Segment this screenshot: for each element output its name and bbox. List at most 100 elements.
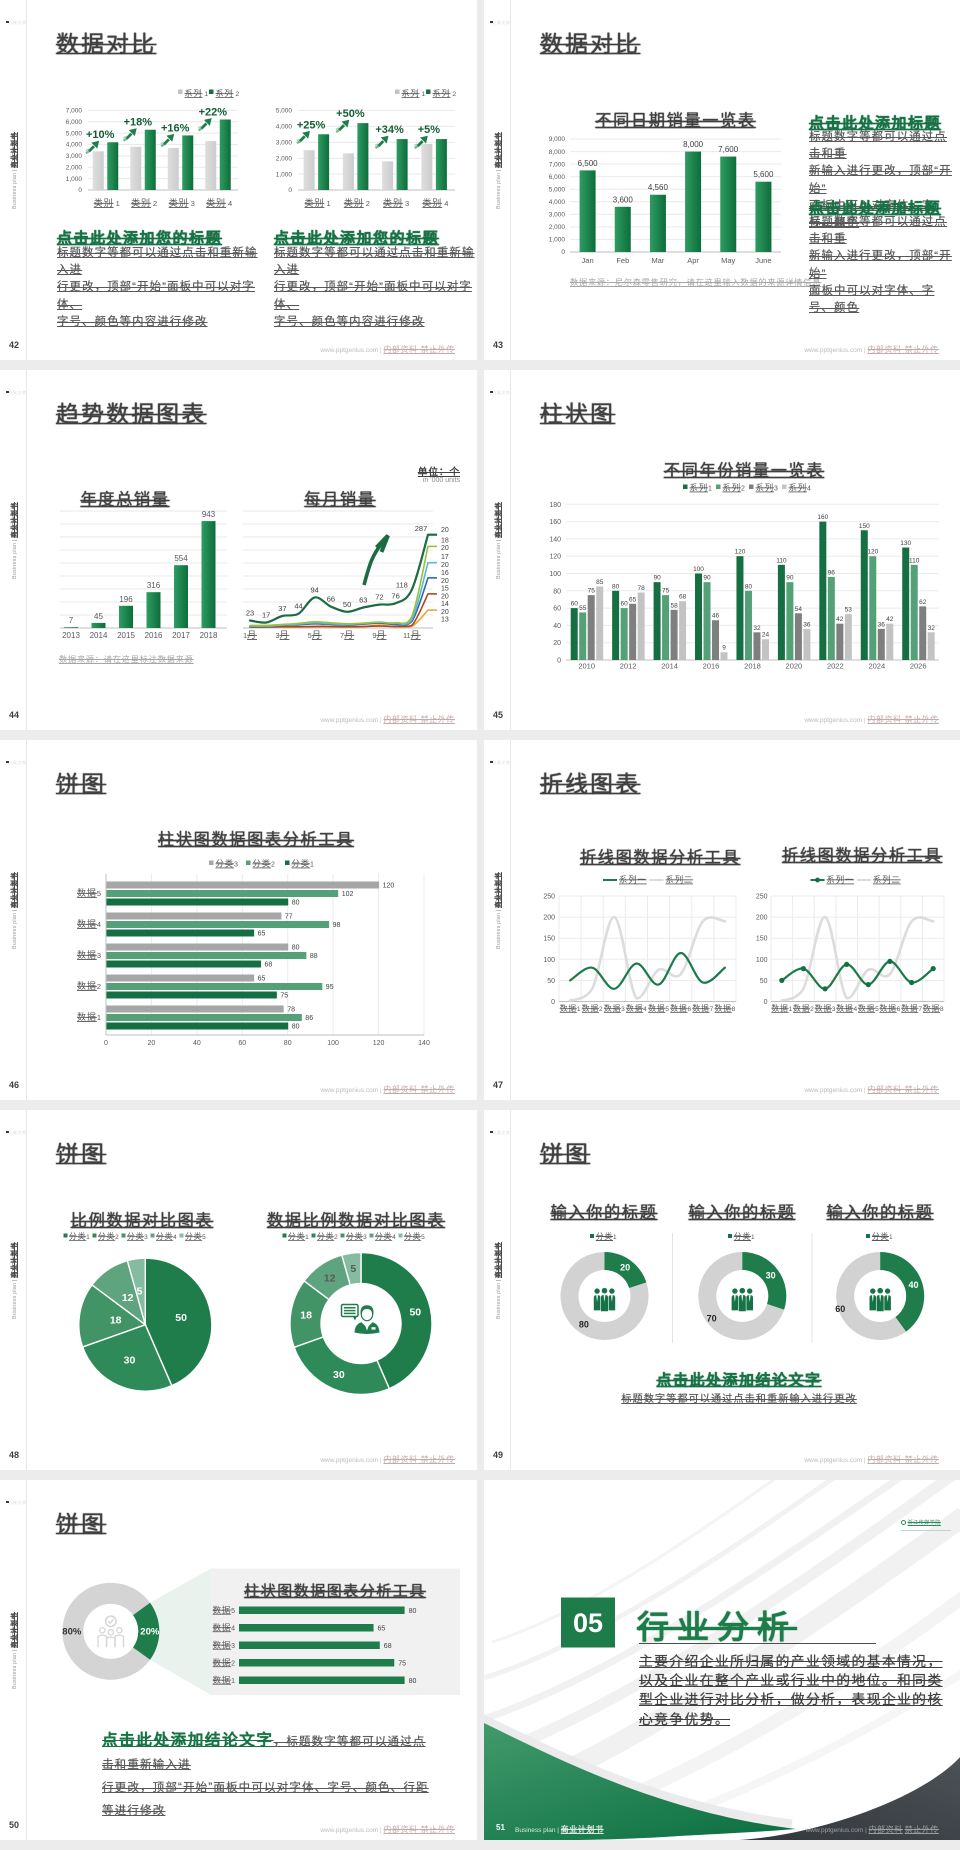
svg-text:32: 32 bbox=[753, 625, 761, 632]
svg-text:分类3: 分类3 bbox=[127, 1231, 148, 1241]
svg-text:11月: 11月 bbox=[403, 630, 421, 640]
svg-text:80: 80 bbox=[409, 1608, 417, 1615]
svg-text:120: 120 bbox=[373, 1040, 385, 1047]
svg-text:2014: 2014 bbox=[90, 631, 108, 640]
svg-text:Apr: Apr bbox=[687, 256, 699, 265]
svg-text:14: 14 bbox=[441, 601, 449, 608]
svg-text:100: 100 bbox=[549, 571, 561, 578]
svg-text:77: 77 bbox=[285, 914, 293, 921]
svg-text:2016: 2016 bbox=[145, 631, 163, 640]
svg-text:36: 36 bbox=[803, 621, 811, 628]
svg-text:Jan: Jan bbox=[582, 256, 594, 265]
svg-text:2016: 2016 bbox=[703, 662, 720, 671]
svg-text:数据4: 数据4 bbox=[213, 1622, 235, 1632]
svg-text:160: 160 bbox=[817, 514, 828, 521]
svg-text:20: 20 bbox=[441, 578, 449, 585]
svg-text:42: 42 bbox=[886, 616, 894, 623]
svg-text:20: 20 bbox=[441, 609, 449, 616]
svg-text:1,000: 1,000 bbox=[276, 171, 293, 178]
svg-text:55: 55 bbox=[579, 605, 587, 612]
svg-text:90: 90 bbox=[703, 575, 711, 582]
svg-text:系列1: 系列1 bbox=[690, 483, 712, 493]
svg-text:3,600: 3,600 bbox=[613, 195, 634, 204]
svg-text:12: 12 bbox=[122, 1292, 134, 1304]
svg-text:0: 0 bbox=[764, 999, 768, 1006]
svg-text:150: 150 bbox=[859, 523, 870, 530]
svg-text:120: 120 bbox=[735, 549, 746, 556]
svg-text:数据4: 数据4 bbox=[836, 1003, 857, 1013]
svg-text:May: May bbox=[721, 256, 735, 265]
svg-text:80: 80 bbox=[553, 588, 561, 595]
svg-text:75: 75 bbox=[280, 993, 288, 1000]
svg-text:180: 180 bbox=[549, 502, 561, 509]
svg-text:50: 50 bbox=[175, 1312, 187, 1324]
svg-text:68: 68 bbox=[265, 962, 273, 969]
svg-text:2013: 2013 bbox=[62, 631, 80, 640]
svg-text:0: 0 bbox=[557, 658, 561, 665]
svg-text:80: 80 bbox=[745, 583, 753, 590]
svg-text:2,000: 2,000 bbox=[549, 224, 566, 231]
svg-text:6,000: 6,000 bbox=[66, 119, 83, 126]
svg-text:7月: 7月 bbox=[340, 630, 354, 640]
svg-text:20: 20 bbox=[148, 1040, 156, 1047]
svg-text:分类5: 分类5 bbox=[185, 1231, 206, 1241]
svg-text:66: 66 bbox=[327, 595, 335, 604]
svg-text:75: 75 bbox=[398, 1660, 406, 1667]
svg-text:数据4: 数据4 bbox=[626, 1003, 647, 1013]
svg-text:数据3: 数据3 bbox=[815, 1003, 836, 1013]
svg-text:数据3: 数据3 bbox=[77, 949, 101, 960]
svg-text:系列 2: 系列 2 bbox=[433, 88, 457, 98]
svg-text:数据3: 数据3 bbox=[604, 1003, 625, 1013]
svg-text:数据8: 数据8 bbox=[923, 1003, 944, 1013]
svg-text:30: 30 bbox=[766, 1270, 776, 1280]
svg-text:554: 554 bbox=[174, 554, 188, 563]
svg-text:90: 90 bbox=[786, 575, 794, 582]
svg-text:88: 88 bbox=[310, 953, 318, 960]
svg-text:60: 60 bbox=[835, 1304, 845, 1314]
svg-text:58: 58 bbox=[670, 602, 678, 609]
svg-text:4,560: 4,560 bbox=[648, 183, 669, 192]
svg-text:18: 18 bbox=[110, 1315, 122, 1327]
svg-text:80: 80 bbox=[292, 945, 300, 952]
svg-text:12: 12 bbox=[324, 1272, 336, 1284]
svg-text:+16%: +16% bbox=[161, 122, 190, 134]
svg-text:18: 18 bbox=[441, 538, 449, 545]
svg-text:分类1: 分类1 bbox=[288, 1231, 309, 1241]
svg-text:3,000: 3,000 bbox=[66, 153, 83, 160]
svg-text:类别 4: 类别 4 bbox=[206, 197, 232, 208]
svg-text:6,000: 6,000 bbox=[549, 174, 566, 181]
svg-text:8,000: 8,000 bbox=[549, 149, 566, 156]
svg-text:95: 95 bbox=[326, 984, 334, 991]
svg-text:40: 40 bbox=[553, 623, 561, 630]
svg-text:16: 16 bbox=[441, 570, 449, 577]
svg-text:5: 5 bbox=[350, 1263, 356, 1275]
svg-text:100: 100 bbox=[756, 957, 768, 964]
svg-text:1,000: 1,000 bbox=[66, 176, 83, 183]
svg-text:7,000: 7,000 bbox=[549, 161, 566, 168]
svg-text:65: 65 bbox=[258, 976, 266, 983]
svg-text:250: 250 bbox=[756, 894, 768, 901]
svg-text:2,000: 2,000 bbox=[66, 165, 83, 172]
svg-text:分类5: 分类5 bbox=[404, 1231, 425, 1241]
svg-text:65: 65 bbox=[378, 1625, 386, 1632]
svg-text:102: 102 bbox=[342, 891, 354, 898]
svg-text:类别 2: 类别 2 bbox=[344, 197, 370, 208]
svg-text:80: 80 bbox=[292, 1024, 300, 1031]
svg-text:数据2: 数据2 bbox=[77, 980, 101, 991]
svg-text:50: 50 bbox=[343, 600, 351, 609]
svg-text:+5%: +5% bbox=[418, 124, 441, 136]
svg-text:数据6: 数据6 bbox=[670, 1003, 691, 1013]
svg-text:15: 15 bbox=[441, 586, 449, 593]
svg-text:数据8: 数据8 bbox=[715, 1003, 736, 1013]
svg-text:46: 46 bbox=[712, 613, 720, 620]
svg-text:70: 70 bbox=[707, 1313, 717, 1323]
svg-text:72: 72 bbox=[375, 593, 383, 602]
svg-text:30: 30 bbox=[333, 1369, 345, 1381]
svg-text:3,000: 3,000 bbox=[549, 212, 566, 219]
svg-text:75: 75 bbox=[662, 588, 670, 595]
svg-text:分类3: 分类3 bbox=[346, 1231, 367, 1241]
svg-text:80: 80 bbox=[612, 583, 620, 590]
svg-text:数据7: 数据7 bbox=[901, 1003, 922, 1013]
svg-text:3,000: 3,000 bbox=[276, 139, 293, 146]
svg-text:2017: 2017 bbox=[172, 631, 190, 640]
